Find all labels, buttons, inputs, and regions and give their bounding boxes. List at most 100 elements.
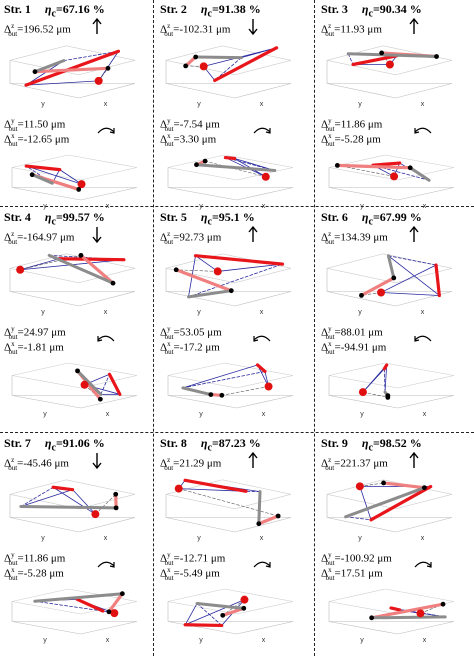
axis-box-bottom — [9, 83, 136, 99]
fixed-node — [228, 288, 234, 294]
panel-str-3: Str. 3 ηc=90.34 % Δzout=11.93 μm y x Δyout=11… — [317, 0, 474, 218]
delta-z-label: Δzout=221.37 μm — [321, 456, 388, 472]
truss-member — [214, 57, 242, 81]
axis-box-top — [326, 45, 453, 76]
truss-member — [257, 514, 280, 526]
panel-title: Str. 7 ηc=91.06 % — [4, 436, 105, 454]
truss-member — [183, 623, 224, 628]
axis-box-bottom — [328, 395, 455, 409]
axis-box-top — [165, 45, 292, 76]
output-node — [261, 172, 270, 181]
fixed-node — [202, 158, 208, 164]
fixed-node — [194, 162, 199, 168]
vertical-divider-1 — [153, 0, 154, 656]
fixed-node — [241, 605, 247, 611]
delta-z-label: Δzout=21.29 μm — [160, 456, 222, 472]
truss-member — [194, 163, 277, 172]
truss-member — [52, 486, 96, 515]
fixed-node — [219, 392, 225, 398]
output-node — [199, 62, 208, 71]
output-node — [110, 609, 119, 618]
truss-member — [217, 263, 283, 272]
truss-member — [184, 603, 198, 626]
delta-y-label: Δyout=-100.92 μm — [321, 551, 392, 567]
axis-label-y: y — [43, 637, 47, 644]
truss-member — [388, 255, 437, 266]
dz-arrow-icon — [248, 451, 258, 468]
output-node — [91, 510, 100, 519]
fixed-node — [256, 521, 262, 527]
output-node — [16, 265, 25, 274]
axis-box-bottom — [328, 621, 455, 635]
rotation-arrow-icon — [253, 561, 271, 568]
truss-member — [344, 486, 426, 519]
truss-member — [380, 264, 437, 293]
axis-label-x: x — [262, 203, 266, 210]
truss-member — [187, 289, 233, 299]
truss-member — [59, 169, 82, 185]
truss-member — [359, 482, 384, 487]
truss-member — [335, 163, 412, 170]
truss-member — [33, 59, 66, 74]
axis-box-bottom — [165, 83, 292, 99]
panel-str-9: Str. 9 ηc=98.52 % Δzout=221.37 μm y x Δyout=-… — [317, 434, 474, 652]
delta-x-label: Δxout=-5.28 μm — [321, 132, 381, 148]
output-node — [377, 288, 386, 297]
panel-str-5: Str. 5 ηc=95.1 % Δzout=92.73 μm y x Δyout=53.… — [156, 208, 314, 426]
delta-x-label: Δxout=17.51 μm — [321, 566, 383, 582]
axis-label-x: x — [104, 535, 108, 542]
axis-label-x: x — [421, 309, 425, 316]
fixed-node — [119, 591, 125, 597]
axis-label-x: x — [262, 637, 266, 644]
axis-box-bottom — [326, 291, 453, 307]
panel-str-1: Str. 1 ηc=67.16 % Δzout=196.52 μm y x Δyout=1… — [0, 0, 158, 218]
delta-z-label: Δzout=196.52 μm — [4, 22, 71, 38]
truss-member — [362, 364, 388, 393]
fixed-node — [434, 54, 439, 59]
axis-box-top — [167, 588, 294, 615]
output-node — [358, 388, 367, 397]
output-node — [240, 595, 249, 604]
fixed-node — [421, 485, 427, 491]
horizontal-divider-1 — [0, 206, 474, 207]
truss-member — [24, 49, 121, 87]
truss-member — [193, 254, 285, 266]
truss-member — [362, 391, 389, 398]
output-node — [416, 609, 425, 618]
truss-member — [351, 54, 399, 67]
fixed-node — [385, 393, 391, 399]
dz-arrow-icon — [409, 17, 419, 34]
axis-label-y: y — [199, 411, 203, 418]
axis-box-top — [9, 253, 136, 284]
truss-member — [389, 606, 402, 612]
axis-label-x: x — [104, 101, 108, 108]
axis-box-bottom — [326, 517, 453, 533]
truss-member — [20, 489, 74, 507]
fixed-node — [78, 252, 84, 258]
truss-member — [174, 268, 233, 293]
axis-box-top — [11, 588, 138, 615]
axis-box-top — [9, 479, 136, 510]
truss-member — [24, 164, 62, 172]
dz-arrow-icon — [409, 225, 419, 242]
fixed-node — [220, 612, 226, 618]
dz-arrow-icon — [248, 225, 258, 242]
fixed-node — [113, 505, 119, 511]
fixed-node — [381, 480, 386, 486]
rotation-arrow-icon — [97, 561, 115, 568]
truss-member — [182, 371, 266, 389]
delta-y-label: Δyout=-12.71 μm — [160, 551, 226, 567]
truss-member — [223, 155, 237, 161]
axis-label-y: y — [197, 309, 201, 316]
axis-label-x: x — [260, 535, 264, 542]
panel-str-4: Str. 4 ηc=99.57 % Δzout=-164.97 μm y x Δyout=… — [0, 208, 158, 426]
axis-box-top — [326, 253, 453, 284]
output-node — [213, 267, 222, 276]
